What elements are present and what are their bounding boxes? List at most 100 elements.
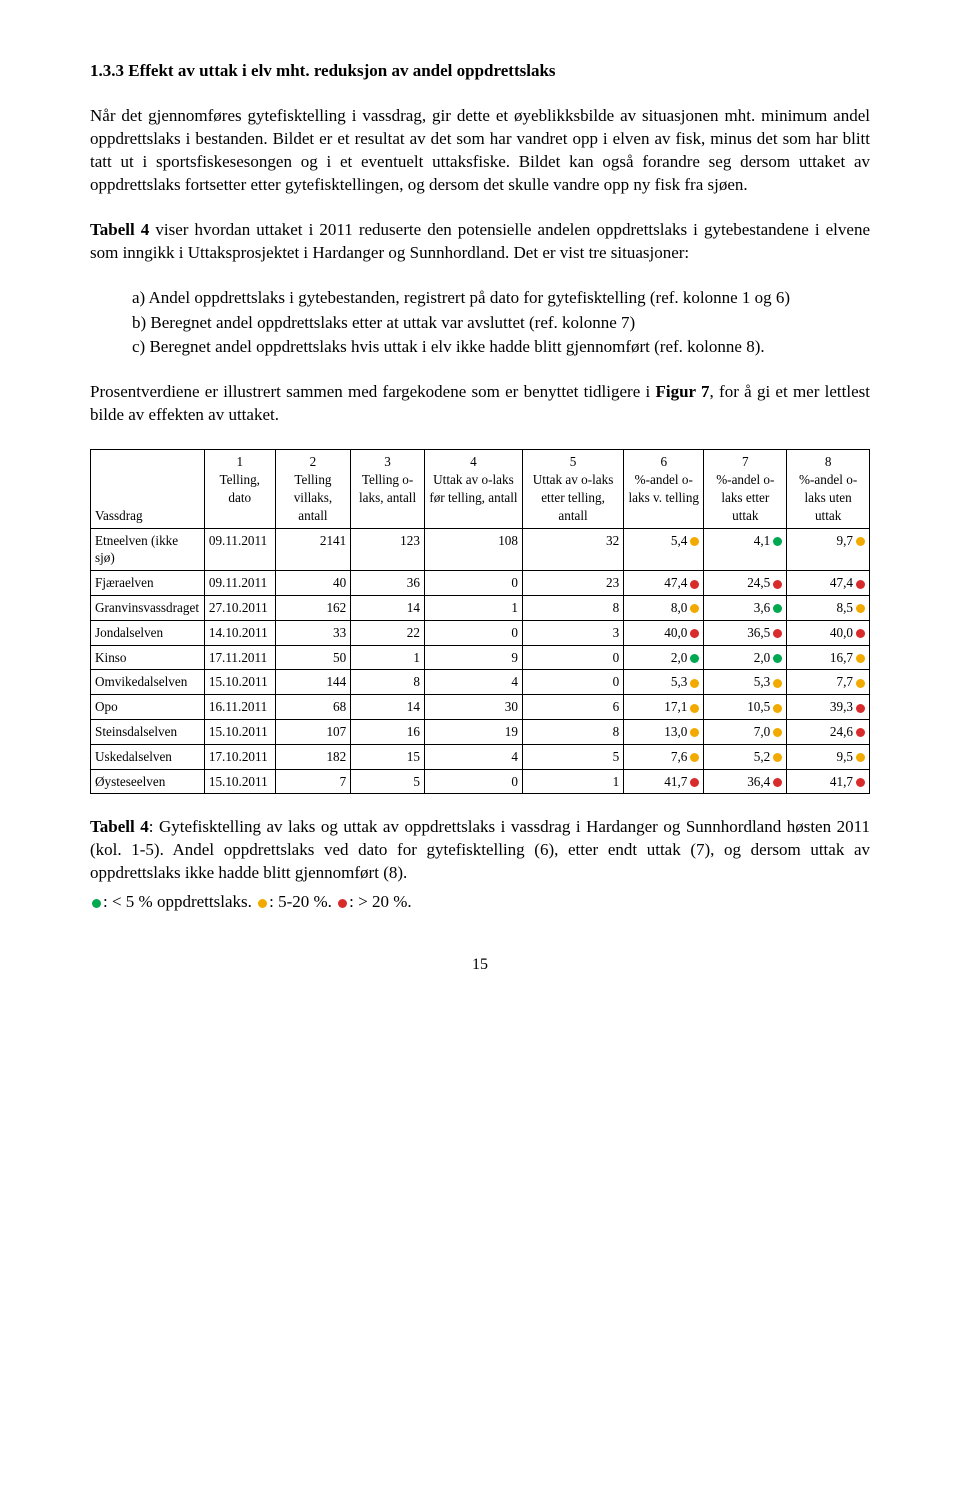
table-cell: 0	[424, 769, 522, 794]
orange-dot-icon	[690, 704, 699, 713]
table-cell: 8,0	[624, 595, 704, 620]
table-cell: 19	[424, 720, 522, 745]
page-number: 15	[90, 954, 870, 976]
th-1: 1Telling, dato	[204, 450, 275, 528]
table-cell: 8	[351, 670, 425, 695]
table-cell: 17,1	[624, 695, 704, 720]
table-cell: 4	[424, 744, 522, 769]
green-dot-icon	[773, 654, 782, 663]
table-cell: 30	[424, 695, 522, 720]
table-cell: Uskedalselven	[91, 744, 205, 769]
table-row: Granvinsvassdraget27.10.201116214188,03,…	[91, 595, 870, 620]
paragraph-3: Prosentverdiene er illustrert sammen med…	[90, 381, 870, 427]
red-dot-icon	[856, 704, 865, 713]
paragraph-3a: Prosentverdiene er illustrert sammen med…	[90, 382, 655, 401]
table-cell: Granvinsvassdraget	[91, 595, 205, 620]
table-cell: 0	[522, 670, 623, 695]
red-dot-icon	[690, 629, 699, 638]
red-dot-icon	[856, 728, 865, 737]
table-cell: 6	[522, 695, 623, 720]
table-cell: 47,4	[624, 571, 704, 596]
orange-dot-icon	[690, 679, 699, 688]
results-table: Vassdrag 1Telling, dato 2Telling villaks…	[90, 449, 870, 794]
th-4: 4Uttak av o-laks før telling, antall	[424, 450, 522, 528]
table-cell: 17.11.2011	[204, 645, 275, 670]
th-3: 3Telling o-laks, antall	[351, 450, 425, 528]
table-cell: 9,7	[787, 528, 870, 571]
table-cell: 15.10.2011	[204, 720, 275, 745]
table-cell: 14	[351, 595, 425, 620]
table-caption: Tabell 4: Gytefisktelling av laks og utt…	[90, 816, 870, 885]
table-cell: 40	[275, 571, 351, 596]
table-cell: 16,7	[787, 645, 870, 670]
table-cell: 1	[424, 595, 522, 620]
table-cell: 14	[351, 695, 425, 720]
table-cell: 144	[275, 670, 351, 695]
table-cell: Kinso	[91, 645, 205, 670]
orange-dot-icon	[773, 679, 782, 688]
table-cell: 24,6	[787, 720, 870, 745]
legend: : < 5 % oppdrettslaks. : 5-20 %. : > 20 …	[90, 891, 870, 914]
table-cell: 0	[424, 571, 522, 596]
table-cell: 7,0	[704, 720, 787, 745]
list-item-a: a) Andel oppdrettslaks i gytebestanden, …	[132, 287, 870, 310]
table-row: Opo16.11.2011681430617,110,539,3	[91, 695, 870, 720]
figur7-ref: Figur 7	[655, 382, 709, 401]
table-row: Kinso17.11.2011501902,02,016,7	[91, 645, 870, 670]
table-cell: 8,5	[787, 595, 870, 620]
table-row: Øysteseelven15.10.2011750141,736,441,7	[91, 769, 870, 794]
orange-dot-icon	[856, 654, 865, 663]
table-cell: Opo	[91, 695, 205, 720]
table-cell: 5	[522, 744, 623, 769]
table-cell: 1	[522, 769, 623, 794]
th-5: 5Uttak av o-laks etter telling, antall	[522, 450, 623, 528]
table-cell: 36	[351, 571, 425, 596]
orange-dot-icon	[690, 604, 699, 613]
table-cell: 4,1	[704, 528, 787, 571]
red-dot-icon	[690, 580, 699, 589]
table-cell: 22	[351, 620, 425, 645]
th-2: 2Telling villaks, antall	[275, 450, 351, 528]
orange-dot-icon	[856, 753, 865, 762]
orange-dot-icon	[690, 753, 699, 762]
table-cell: Etneelven (ikke sjø)	[91, 528, 205, 571]
red-dot-icon	[856, 778, 865, 787]
table-cell: Fjæraelven	[91, 571, 205, 596]
table-cell: 5,3	[704, 670, 787, 695]
table-cell: Steinsdalselven	[91, 720, 205, 745]
table-row: Uskedalselven17.10.201118215457,65,29,5	[91, 744, 870, 769]
list-item-c: c) Beregnet andel oppdrettslaks hvis utt…	[132, 336, 870, 359]
caption-text: : Gytefisktelling av laks og uttak av op…	[90, 817, 870, 882]
paragraph-2-text: viser hvordan uttaket i 2011 reduserte d…	[90, 220, 870, 262]
table-cell: 0	[522, 645, 623, 670]
table-cell: Øysteseelven	[91, 769, 205, 794]
table-cell: 16	[351, 720, 425, 745]
green-dot-icon	[773, 537, 782, 546]
table-cell: 68	[275, 695, 351, 720]
table-cell: 9	[424, 645, 522, 670]
table-cell: 47,4	[787, 571, 870, 596]
orange-dot-icon	[856, 537, 865, 546]
table-cell: 7,7	[787, 670, 870, 695]
table-cell: 23	[522, 571, 623, 596]
table-cell: 15	[351, 744, 425, 769]
table-cell: 13,0	[624, 720, 704, 745]
green-dot-icon	[773, 604, 782, 613]
th-8: 8%-andel o-laks uten uttak	[787, 450, 870, 528]
table-cell: 41,7	[624, 769, 704, 794]
tabell4-ref: Tabell 4	[90, 220, 149, 239]
orange-dot-icon	[773, 728, 782, 737]
table-cell: 36,5	[704, 620, 787, 645]
table-cell: 10,5	[704, 695, 787, 720]
legend-dot-green	[92, 899, 101, 908]
situation-list: a) Andel oppdrettslaks i gytebestanden, …	[132, 287, 870, 360]
orange-dot-icon	[690, 728, 699, 737]
table-cell: 3	[522, 620, 623, 645]
legend-dot-orange	[258, 899, 267, 908]
th-7: 7%-andel o-laks etter uttak	[704, 450, 787, 528]
table-cell: 14.10.2011	[204, 620, 275, 645]
table-cell: 09.11.2011	[204, 571, 275, 596]
orange-dot-icon	[856, 679, 865, 688]
table-cell: 17.10.2011	[204, 744, 275, 769]
table-cell: 16.11.2011	[204, 695, 275, 720]
